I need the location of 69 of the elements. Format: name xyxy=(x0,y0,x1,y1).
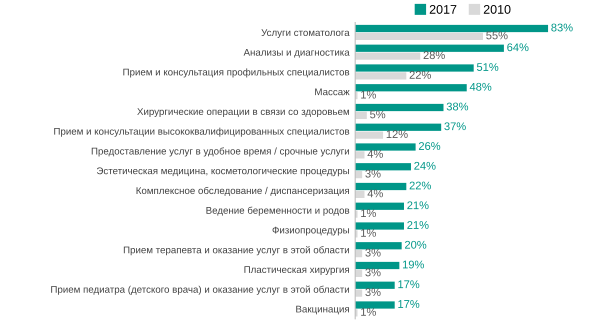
y-tick-label: Предоставление услуг в удобное время / срочные услуги xyxy=(92,147,349,156)
data-label: 55% xyxy=(486,32,508,40)
data-label: 21% xyxy=(407,201,429,210)
bar xyxy=(355,182,406,190)
bar xyxy=(355,222,404,230)
y-tick-label: Прием педиатра (детского врача) и оказание услуг в этой области xyxy=(51,286,349,295)
data-label: 3% xyxy=(365,248,381,257)
data-label: 51% xyxy=(476,63,498,71)
bar xyxy=(355,242,402,250)
y-tick-label: Массаж xyxy=(315,88,350,96)
y-tick-label: Анализы и диагностика xyxy=(244,49,350,58)
y-tick-label: Эстетическая медицина, косметологические процедуры xyxy=(96,167,349,176)
data-label: 1% xyxy=(361,209,376,218)
bar xyxy=(355,64,474,72)
bar xyxy=(355,282,395,289)
data-label: 20% xyxy=(405,240,426,249)
data-label: 38% xyxy=(446,102,468,110)
y-tick-label: Вакцинация xyxy=(296,306,349,314)
y-tick-label: Прием и консультации высококвалифицированных специалистов xyxy=(54,128,350,137)
data-label: 3% xyxy=(365,288,381,296)
bar xyxy=(355,32,483,40)
y-tick-label: Комплексное обследование / диспансеризация xyxy=(136,186,349,196)
bar xyxy=(355,84,467,92)
bar xyxy=(355,301,395,309)
data-label: 22% xyxy=(410,70,431,79)
bar xyxy=(355,131,384,139)
y-tick-label: Хирургические операции в связи со здоровьем xyxy=(137,108,349,117)
data-label: 4% xyxy=(368,150,383,158)
bar xyxy=(355,124,442,131)
y-tick-label: Физиопроцедуры xyxy=(272,226,349,236)
bar xyxy=(355,24,548,32)
bar xyxy=(355,163,411,170)
y-tick-label: Ведение беременности и родов xyxy=(206,206,350,216)
bar xyxy=(355,143,416,151)
data-label: 83% xyxy=(551,24,573,32)
legend-label: 2017 xyxy=(430,4,456,14)
bar xyxy=(355,151,364,158)
data-label: 3% xyxy=(365,170,381,178)
data-label: 26% xyxy=(418,142,440,150)
bar xyxy=(355,52,420,60)
data-label: 17% xyxy=(398,280,420,288)
y-tick-label: Пластическая хирургия xyxy=(244,266,349,275)
data-label: 24% xyxy=(414,162,436,170)
y-tick-label: Прием и консультация профильных специалистов xyxy=(123,68,350,78)
y-tick-label: Прием терапевта и оказание услуг в этой области xyxy=(124,246,349,256)
bar xyxy=(355,190,364,198)
data-label: 48% xyxy=(470,82,492,91)
data-label: 21% xyxy=(407,221,429,229)
data-label: 5% xyxy=(370,110,386,118)
bar xyxy=(355,112,367,119)
bar xyxy=(355,262,400,270)
bar xyxy=(355,104,444,112)
data-label: 22% xyxy=(410,182,431,190)
data-label: 17% xyxy=(398,300,420,308)
bar xyxy=(355,202,404,210)
legend-label: 2010 xyxy=(484,4,511,14)
data-label: 4% xyxy=(368,190,383,198)
data-label: 19% xyxy=(402,260,424,268)
bar xyxy=(355,72,406,80)
data-label: 1% xyxy=(361,229,376,237)
data-label: 37% xyxy=(444,122,466,130)
data-label: 1% xyxy=(361,90,376,99)
data-label: 28% xyxy=(424,51,445,60)
bar xyxy=(355,44,504,52)
data-label: 1% xyxy=(361,308,376,316)
data-label: 3% xyxy=(365,268,381,276)
data-label: 12% xyxy=(386,130,408,138)
y-tick-label: Услуги стоматолога xyxy=(261,29,350,38)
data-label: 64% xyxy=(507,43,529,52)
